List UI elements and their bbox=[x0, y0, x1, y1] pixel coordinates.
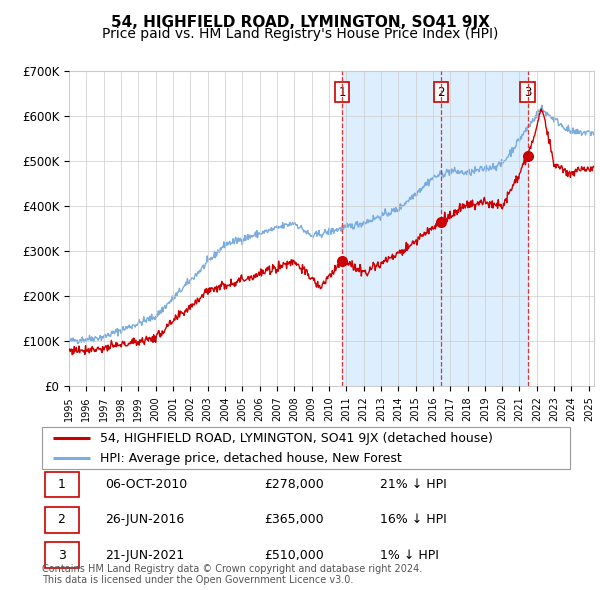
Text: 06-OCT-2010: 06-OCT-2010 bbox=[106, 478, 188, 491]
FancyBboxPatch shape bbox=[44, 471, 79, 497]
FancyBboxPatch shape bbox=[44, 507, 79, 533]
Text: 3: 3 bbox=[58, 549, 65, 562]
Text: 1: 1 bbox=[338, 86, 346, 99]
Text: Contains HM Land Registry data © Crown copyright and database right 2024.
This d: Contains HM Land Registry data © Crown c… bbox=[42, 563, 422, 585]
Text: £278,000: £278,000 bbox=[264, 478, 323, 491]
Text: £365,000: £365,000 bbox=[264, 513, 323, 526]
FancyBboxPatch shape bbox=[44, 542, 79, 568]
Text: 1: 1 bbox=[58, 478, 65, 491]
Bar bbox=[342, 71, 527, 386]
Text: 16% ↓ HPI: 16% ↓ HPI bbox=[380, 513, 446, 526]
Text: Price paid vs. HM Land Registry's House Price Index (HPI): Price paid vs. HM Land Registry's House … bbox=[102, 27, 498, 41]
FancyBboxPatch shape bbox=[42, 427, 570, 469]
Text: 26-JUN-2016: 26-JUN-2016 bbox=[106, 513, 185, 526]
Text: 54, HIGHFIELD ROAD, LYMINGTON, SO41 9JX: 54, HIGHFIELD ROAD, LYMINGTON, SO41 9JX bbox=[110, 15, 490, 30]
Text: 21-JUN-2021: 21-JUN-2021 bbox=[106, 549, 185, 562]
Text: 2: 2 bbox=[58, 513, 65, 526]
Text: 1% ↓ HPI: 1% ↓ HPI bbox=[380, 549, 439, 562]
Text: HPI: Average price, detached house, New Forest: HPI: Average price, detached house, New … bbox=[100, 452, 402, 465]
Text: 21% ↓ HPI: 21% ↓ HPI bbox=[380, 478, 446, 491]
Text: 2: 2 bbox=[437, 86, 445, 99]
Text: £510,000: £510,000 bbox=[264, 549, 323, 562]
Text: 3: 3 bbox=[524, 86, 532, 99]
Text: 54, HIGHFIELD ROAD, LYMINGTON, SO41 9JX (detached house): 54, HIGHFIELD ROAD, LYMINGTON, SO41 9JX … bbox=[100, 432, 493, 445]
